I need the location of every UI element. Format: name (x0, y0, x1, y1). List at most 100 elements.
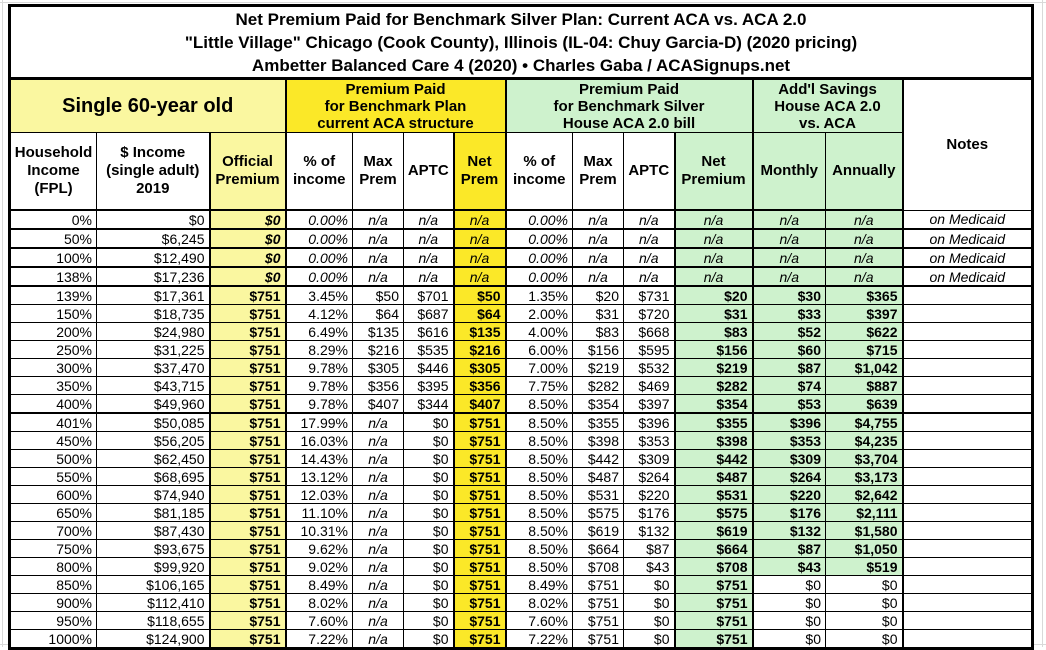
cell-max2[interactable]: $219 (572, 358, 624, 377)
cell-aptc1[interactable]: $687 (403, 304, 454, 323)
cell-pct2[interactable]: 7.75% (505, 376, 573, 395)
cell-official[interactable]: $751 (208, 521, 287, 540)
cell-monthly[interactable]: $309 (752, 449, 826, 468)
cell-official[interactable]: $751 (208, 376, 287, 395)
cell-pct2[interactable]: 8.50% (505, 394, 573, 414)
cell-net1[interactable]: $305 (452, 358, 507, 377)
cell-aptc2[interactable]: $87 (623, 539, 675, 558)
cell-max2[interactable]: $156 (572, 340, 624, 359)
cell-income[interactable]: $124,900 (96, 629, 210, 649)
cell-annually[interactable]: $0 (825, 593, 903, 612)
cell-notes[interactable] (901, 322, 1033, 341)
cell-aptc2[interactable]: n/a (623, 247, 675, 268)
cell-aptc2[interactable]: $0 (623, 611, 675, 630)
cell-annually[interactable]: $1,580 (825, 521, 903, 540)
cell-pct1[interactable]: 8.02% (285, 593, 353, 612)
cell-aptc2[interactable]: $176 (623, 503, 675, 522)
cell-net2[interactable]: $282 (673, 376, 754, 395)
cell-aptc1[interactable]: $0 (403, 449, 454, 468)
cell-pct1[interactable]: 9.78% (285, 358, 353, 377)
cell-fpl[interactable]: 138% (9, 266, 97, 287)
cell-monthly[interactable]: $176 (752, 503, 826, 522)
cell-notes[interactable]: on Medicaid (901, 209, 1033, 230)
cell-income[interactable]: $24,980 (96, 322, 210, 341)
cell-net1[interactable]: $751 (452, 521, 507, 540)
cell-aptc1[interactable]: n/a (403, 209, 454, 230)
cell-aptc1[interactable]: $395 (403, 376, 454, 395)
cell-notes[interactable] (901, 285, 1033, 305)
col-header-aca2-aptc[interactable]: APTC (623, 132, 675, 211)
cell-max2[interactable]: $575 (572, 503, 624, 522)
cell-notes[interactable] (901, 412, 1033, 432)
cell-aptc1[interactable]: $446 (403, 358, 454, 377)
cell-income[interactable]: $106,165 (96, 575, 210, 594)
cell-annually[interactable]: n/a (825, 209, 903, 230)
cell-income[interactable]: $118,655 (96, 611, 210, 630)
cell-aptc2[interactable]: $132 (623, 521, 675, 540)
cell-income[interactable]: $43,715 (96, 376, 210, 395)
cell-max1[interactable]: n/a (352, 485, 404, 504)
cell-aptc1[interactable]: $0 (403, 557, 454, 576)
cell-fpl[interactable]: 150% (9, 304, 97, 323)
cell-annually[interactable]: n/a (825, 247, 903, 268)
cell-net1[interactable]: $751 (452, 611, 507, 630)
cell-monthly[interactable]: $0 (752, 629, 826, 649)
cell-annually[interactable]: $715 (825, 340, 903, 359)
cell-pct2[interactable]: 7.22% (505, 629, 573, 649)
cell-official[interactable]: $751 (208, 593, 287, 612)
cell-pct2[interactable]: 8.50% (505, 449, 573, 468)
cell-pct2[interactable]: 6.00% (505, 340, 573, 359)
savings-group-header[interactable]: Add'l Savings House ACA 2.0 vs. ACA (752, 78, 904, 133)
cell-net1[interactable]: $751 (452, 431, 507, 450)
cell-aptc1[interactable]: $0 (403, 521, 454, 540)
cell-pct1[interactable]: 9.02% (285, 557, 353, 576)
cell-max2[interactable]: $619 (572, 521, 624, 540)
cell-net1[interactable]: $751 (452, 503, 507, 522)
cell-net1[interactable]: $751 (452, 485, 507, 504)
cell-income[interactable]: $12,490 (96, 247, 210, 268)
cell-net1[interactable]: n/a (452, 247, 507, 268)
cell-fpl[interactable]: 350% (9, 376, 97, 395)
cell-net2[interactable]: $487 (673, 467, 754, 486)
cell-pct2[interactable]: 0.00% (505, 266, 573, 287)
cell-aptc1[interactable]: n/a (403, 247, 454, 268)
cell-pct1[interactable]: 0.00% (285, 209, 353, 230)
cell-notes[interactable]: on Medicaid (901, 228, 1033, 249)
cell-monthly[interactable]: n/a (752, 266, 826, 287)
cell-pct2[interactable]: 7.60% (505, 611, 573, 630)
cell-net2[interactable]: $751 (673, 575, 754, 594)
cell-max1[interactable]: $407 (352, 394, 404, 414)
cell-official[interactable]: $751 (208, 412, 287, 432)
person-header[interactable]: Single 60-year old (9, 78, 286, 133)
cell-official[interactable]: $751 (208, 304, 287, 323)
cell-net1[interactable]: $751 (452, 629, 507, 649)
cell-aptc1[interactable]: $344 (403, 394, 454, 414)
cell-fpl[interactable]: 550% (9, 467, 97, 486)
cell-income[interactable]: $17,236 (96, 266, 210, 287)
cell-aptc2[interactable]: $0 (623, 593, 675, 612)
cell-fpl[interactable]: 450% (9, 431, 97, 450)
cell-notes[interactable] (901, 629, 1033, 649)
cell-official[interactable]: $751 (208, 394, 287, 414)
cell-max1[interactable]: n/a (352, 539, 404, 558)
cell-official[interactable]: $751 (208, 285, 287, 305)
cell-notes[interactable] (901, 611, 1033, 630)
cell-fpl[interactable]: 0% (9, 209, 97, 230)
cell-monthly[interactable]: $396 (752, 412, 826, 432)
cell-fpl[interactable]: 600% (9, 485, 97, 504)
cell-max2[interactable]: $398 (572, 431, 624, 450)
cell-annually[interactable]: $3,704 (825, 449, 903, 468)
cell-fpl[interactable]: 139% (9, 285, 97, 305)
cell-aptc1[interactable]: $0 (403, 593, 454, 612)
cell-notes[interactable] (901, 449, 1033, 468)
cell-aptc1[interactable]: n/a (403, 228, 454, 249)
cell-net1[interactable]: $751 (452, 412, 507, 432)
cell-max1[interactable]: n/a (352, 629, 404, 649)
cell-pct1[interactable]: 6.49% (285, 322, 353, 341)
cell-annually[interactable]: $3,173 (825, 467, 903, 486)
cell-pct1[interactable]: 10.31% (285, 521, 353, 540)
cell-annually[interactable]: $397 (825, 304, 903, 323)
cell-aptc1[interactable]: $0 (403, 467, 454, 486)
cell-notes[interactable] (901, 485, 1033, 504)
cell-income[interactable]: $31,225 (96, 340, 210, 359)
